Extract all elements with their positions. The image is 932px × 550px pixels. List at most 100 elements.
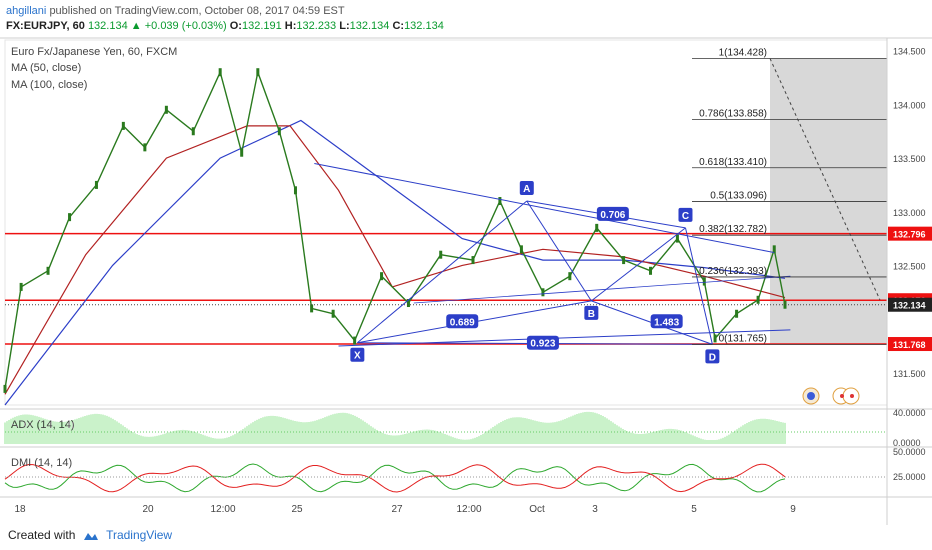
level-tag-label: 132.796: [893, 230, 926, 240]
ma50-line: [4, 125, 786, 395]
time-tick-label: 3: [592, 504, 598, 515]
candle: [143, 143, 147, 152]
high-value: 132.233: [296, 20, 337, 32]
ratio-badge[interactable]: [596, 206, 629, 221]
change-arrow-icon: ▲: [130, 20, 142, 32]
point-X-badge[interactable]: [350, 347, 365, 362]
candle: [595, 223, 599, 232]
dmi-minus-line: [4, 463, 786, 493]
upper-trendline[interactable]: [314, 162, 775, 254]
time-tick-label: 25: [291, 504, 303, 515]
candle: [293, 186, 297, 195]
dot-icon: [840, 394, 844, 398]
candle: [735, 309, 739, 318]
high-label: H:: [284, 20, 297, 32]
fib-level-label: 0.382(132.782): [699, 224, 767, 235]
fib-level-label: 0.236(132.393): [699, 266, 767, 277]
candle: [406, 299, 410, 308]
ma100-legend[interactable]: MA (100, close): [11, 79, 88, 91]
globe-icon: [807, 392, 815, 400]
price-tick-label: 132.500: [893, 261, 926, 271]
candle: [519, 245, 523, 254]
candle: [649, 266, 653, 275]
fib-level-label: 0.786(133.858): [699, 109, 767, 120]
last-price: 132.134: [87, 20, 128, 32]
time-tick-label: 18: [14, 504, 26, 515]
point-A-label: A: [523, 184, 530, 195]
fib-level-label: 0.618(133.410): [699, 157, 767, 168]
tradingview-link[interactable]: TradingView: [106, 528, 173, 542]
point-B-label: B: [588, 309, 595, 320]
candle: [46, 266, 50, 275]
level-tag-label: 131.768: [893, 340, 926, 350]
change-value: +0.039 (+0.03%): [144, 20, 227, 32]
time-tick-label: Oct: [529, 504, 545, 515]
candle: [541, 288, 545, 297]
dmi-tick: 25.0000: [893, 472, 926, 482]
author-link[interactable]: ahgillani: [6, 5, 47, 17]
time-tick-label: 27: [391, 504, 403, 515]
candle: [331, 309, 335, 318]
ma50-legend[interactable]: MA (50, close): [11, 62, 82, 74]
dot-icon-2: [850, 394, 854, 398]
price-tick-label: 131.500: [893, 369, 926, 379]
candle: [240, 148, 244, 157]
candle: [3, 384, 7, 393]
point-D-label: D: [709, 352, 716, 363]
ratio-badge[interactable]: [446, 314, 479, 329]
current-price-tag: [888, 297, 932, 312]
replay-buttons[interactable]: [802, 387, 860, 405]
low-value: 132.134: [349, 20, 390, 32]
candle: [310, 304, 314, 313]
ab-leg: [526, 200, 592, 302]
dmi-legend[interactable]: DMI (14, 14): [11, 457, 73, 469]
candle: [94, 180, 98, 189]
time-tick-label: 12:00: [210, 504, 235, 515]
time-tick-label: 20: [142, 504, 154, 515]
time-tick-label: 9: [790, 504, 796, 515]
candle: [568, 272, 572, 281]
candle: [191, 127, 195, 136]
price-tick-label: 133.000: [893, 208, 926, 218]
ratio-badge[interactable]: [526, 335, 559, 350]
instrument-legend: Euro Fx/Japanese Yen, 60, FXCM: [11, 46, 178, 58]
point-C-badge[interactable]: [678, 207, 693, 222]
candle: [218, 68, 222, 77]
ratio-badge[interactable]: [650, 314, 683, 329]
ratio-label: 0.923: [530, 339, 555, 350]
adx-legend[interactable]: ADX (14, 14): [11, 419, 75, 431]
low-label: L:: [339, 20, 350, 32]
bc-leg: [591, 227, 686, 302]
candle: [164, 105, 168, 114]
publish-info: ahgillani published on TradingView.com, …: [6, 5, 345, 17]
candle: [675, 234, 679, 243]
fib-level-label: 0(131.765): [719, 333, 767, 344]
candle: [68, 213, 72, 222]
dmi-plus-line: [4, 463, 786, 493]
cd-leg: [684, 227, 713, 345]
point-B-badge[interactable]: [584, 305, 599, 320]
footer-credit: Created with TradingView: [8, 528, 172, 542]
point-A-badge[interactable]: [519, 181, 534, 196]
point-C-label: C: [682, 211, 689, 222]
level-tag: [888, 337, 932, 352]
candle: [756, 295, 760, 304]
level-tag: [888, 226, 932, 241]
price-tick-label: 133.500: [893, 154, 926, 164]
candle: [622, 256, 626, 265]
mid-trendline[interactable]: [413, 275, 791, 304]
price-tick-label: 134.500: [893, 47, 926, 57]
candle: [702, 277, 706, 286]
candle: [498, 197, 502, 206]
ratio-label: 0.706: [600, 210, 625, 221]
publish-text: published on TradingView.com, October 08…: [49, 5, 345, 17]
candle: [277, 127, 281, 136]
time-tick-label: 5: [691, 504, 697, 515]
open-value: 132.191: [241, 20, 282, 32]
candle: [19, 282, 23, 291]
ratio-label: 1.483: [654, 317, 679, 328]
point-D-badge[interactable]: [705, 349, 720, 364]
lower-trendline[interactable]: [338, 329, 791, 347]
fib-level-label: 1(134.428): [719, 47, 767, 58]
